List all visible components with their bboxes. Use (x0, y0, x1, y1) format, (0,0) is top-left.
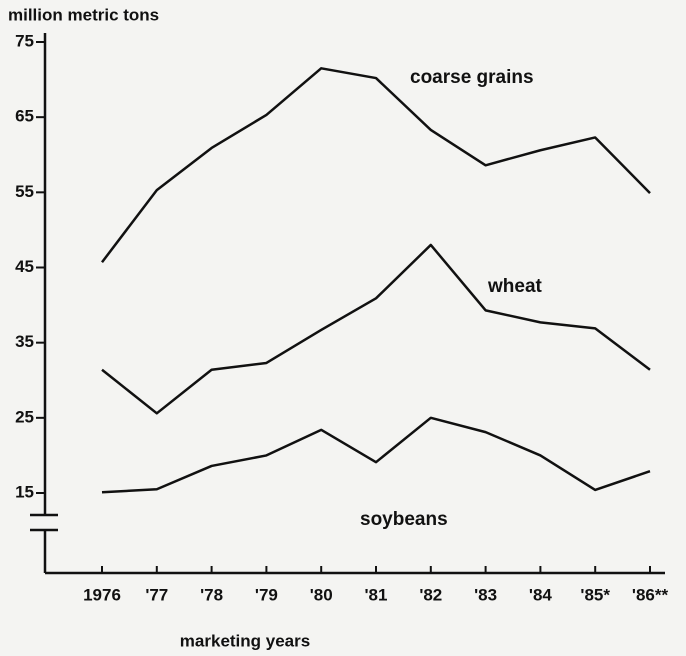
x-tick-label: '82 (419, 585, 442, 604)
x-tick-label: '83 (474, 585, 497, 604)
y-tick-label: 15 (15, 482, 34, 501)
y-tick-label: 75 (15, 31, 34, 50)
y-tick-label: 35 (15, 332, 34, 351)
x-tick-label: '84 (529, 585, 552, 604)
x-tick-label: 1976 (83, 585, 121, 604)
series-label: wheat (487, 276, 543, 297)
y-tick-label: 45 (15, 257, 34, 276)
x-axis-label: marketing years (180, 631, 310, 650)
series-line (101, 416, 651, 494)
y-tick-label: 55 (15, 182, 34, 201)
series-label: soybeans (360, 509, 448, 530)
x-tick-label: '77 (145, 585, 168, 604)
y-tick-label: 25 (15, 407, 34, 426)
x-tick-label: '78 (200, 585, 223, 604)
series-line (101, 67, 651, 263)
series-line (101, 243, 651, 415)
x-tick-label: '80 (310, 585, 333, 604)
x-tick-label: '79 (255, 585, 278, 604)
x-tick-label: '86** (632, 585, 669, 604)
series-label: coarse grains (410, 67, 534, 88)
y-tick-label: 65 (15, 107, 34, 126)
x-tick-label: '85* (580, 585, 610, 604)
x-tick-label: '81 (365, 585, 388, 604)
y-axis-label: million metric tons (8, 5, 159, 24)
